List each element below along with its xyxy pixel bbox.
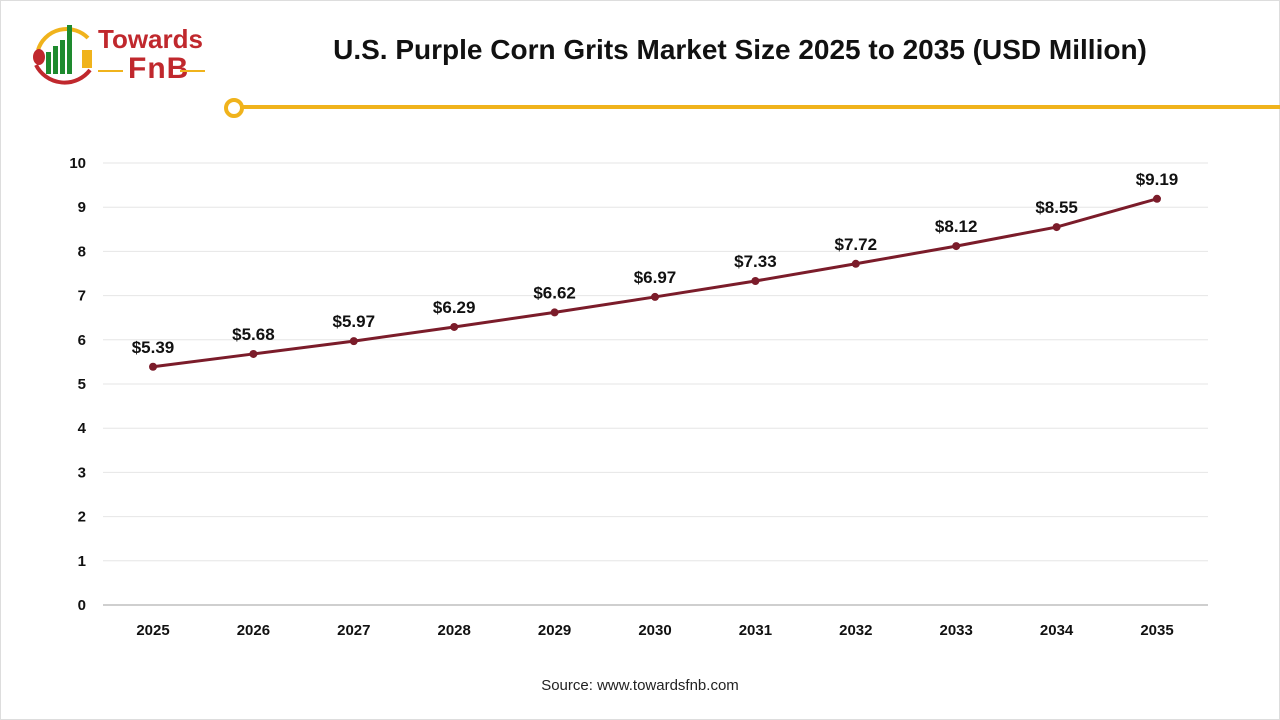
y-tick-label: 3 [78,464,86,481]
data-point [651,292,659,301]
x-tick-label: 2035 [1140,622,1173,639]
x-tick-label: 2026 [237,622,270,639]
data-label: $5.68 [232,325,275,344]
towards-fnb-logo: Towards FnB [28,20,218,90]
data-point [349,337,358,346]
data-label: $9.19 [1136,170,1179,189]
x-tick-label: 2025 [136,622,169,639]
data-label: $6.62 [533,283,576,302]
y-tick-label: 0 [78,597,86,614]
logo-text-towards: Towards [98,24,203,54]
data-label: $7.33 [734,252,777,271]
data-point [249,349,258,358]
y-tick-label: 7 [78,288,86,305]
y-tick-label: 2 [78,509,86,526]
y-tick-label: 8 [78,243,86,260]
data-point [450,322,459,331]
source-note: Source: www.towardsfnb.com [541,677,739,694]
y-tick-label: 10 [69,155,86,172]
chart-title: U.S. Purple Corn Grits Market Size 2025 … [333,34,1147,65]
data-label: $7.72 [835,235,878,254]
data-point [952,242,961,251]
x-tick-label: 2033 [940,622,973,639]
data-point [550,308,559,317]
data-point [751,277,760,286]
data-point [1052,223,1061,232]
data-point [149,362,157,371]
logo-icon [33,25,92,85]
y-tick-label: 6 [78,332,86,349]
data-label: $8.12 [935,217,978,236]
y-tick-label: 1 [78,553,86,570]
x-tick-label: 2030 [638,622,671,639]
x-tick-label: 2029 [538,622,571,639]
y-tick-label: 5 [78,376,86,393]
x-tick-label: 2028 [438,622,471,639]
x-tick-label: 2034 [1040,622,1074,639]
rule-dot [224,98,244,118]
data-label: $6.29 [433,298,476,317]
y-tick-label: 4 [78,420,87,437]
data-label: $5.39 [132,338,175,357]
data-point [851,259,860,268]
data-label: $8.55 [1035,198,1078,217]
x-tick-label: 2032 [839,622,872,639]
x-tick-label: 2031 [739,622,772,639]
logo-text-fnb: FnB [128,52,190,85]
y-tick-label: 9 [78,199,86,216]
data-label: $6.97 [634,268,677,287]
data-point [1153,194,1161,203]
title-rule [240,105,1280,109]
x-tick-label: 2027 [337,622,370,639]
data-label: $5.97 [333,312,376,331]
